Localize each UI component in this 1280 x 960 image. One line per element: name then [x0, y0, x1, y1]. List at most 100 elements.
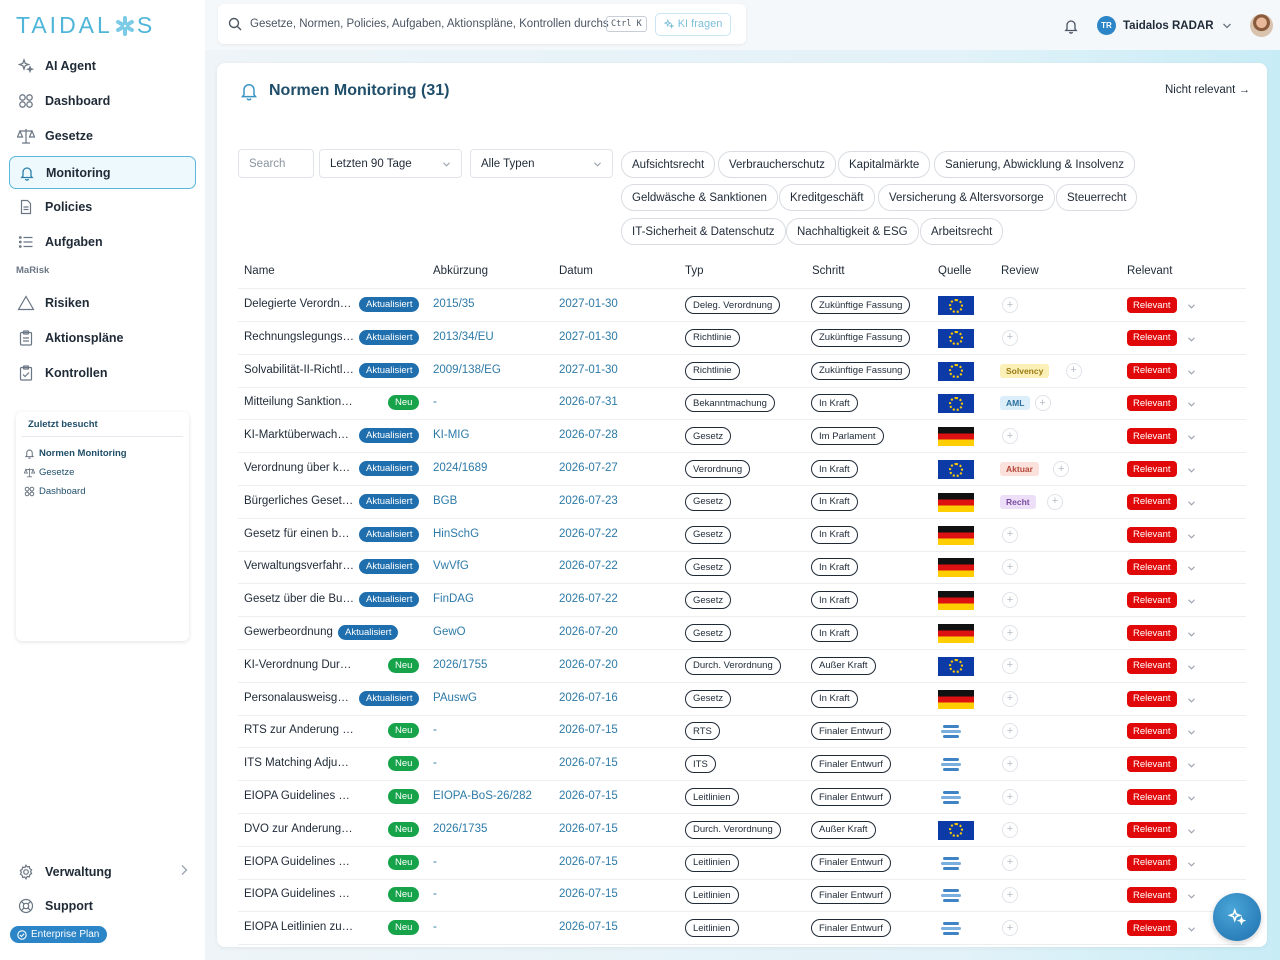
row-name[interactable]: Verwaltungsverfahrensgesetz — [244, 560, 354, 573]
topic-chip[interactable]: Geldwäsche & Sanktionen — [621, 184, 778, 211]
row-name[interactable]: EIOPA Leitlinien zur Gruppensolvabilität — [244, 921, 354, 934]
add-review-button[interactable]: + — [1034, 395, 1051, 412]
relevant-badge[interactable]: Relevant — [1127, 821, 1177, 838]
chevron-down-icon[interactable] — [1187, 365, 1196, 379]
chevron-down-icon[interactable] — [1187, 463, 1196, 477]
column-header-review[interactable]: Review — [1001, 265, 1039, 277]
table-row[interactable]: Verwaltungsverfahrensgesetz Aktualisiert V… — [217, 551, 1267, 585]
table-row[interactable]: Mitteilung Sanktionsliste Neu- 2026-07-31 B… — [217, 387, 1267, 421]
row-abbreviation[interactable]: HinSchG — [433, 527, 480, 540]
table-search-input[interactable]: Search — [238, 149, 314, 178]
add-review-button[interactable]: + — [1002, 329, 1018, 346]
row-name[interactable]: Gesetz für einen besseren Schutz — [244, 527, 354, 540]
user-initials-badge[interactable]: TR — [1097, 16, 1116, 35]
relevant-badge[interactable]: Relevant — [1127, 461, 1177, 477]
sidebar-item-monitoring[interactable]: Monitoring — [9, 156, 196, 189]
chevron-down-icon[interactable] — [1187, 397, 1196, 411]
relevant-badge[interactable]: Relevant — [1127, 789, 1177, 805]
row-name[interactable]: EIOPA Guidelines on Liquidity — [244, 790, 354, 802]
row-name[interactable]: RTS zur Änderung der Risikomarge — [244, 724, 354, 737]
recent-item-normen-monitoring[interactable]: Normen Monitoring — [16, 444, 189, 463]
relevant-badge[interactable]: Relevant — [1127, 854, 1177, 871]
add-review-button[interactable]: + — [1002, 592, 1018, 609]
user-name[interactable]: Taidalos RADAR — [1123, 19, 1214, 32]
topic-chip[interactable]: Verbraucherschutz — [718, 151, 836, 178]
table-row[interactable]: Solvabilität-II-Richtlinie Aktualisiert 20… — [217, 355, 1267, 388]
row-name[interactable]: ITS Matching Adjustment — [244, 757, 354, 770]
row-abbreviation[interactable]: 2026/1735 — [433, 822, 488, 835]
topic-chip[interactable]: Sanierung, Abwicklung & Insolvenz — [934, 151, 1135, 178]
table-row[interactable]: ITS Matching Adjustment Neu- 2026-07-15 ITS… — [217, 748, 1267, 782]
sidebar-item-support[interactable]: Support — [9, 889, 196, 922]
row-name[interactable]: Mitteilung Sanktionsliste — [244, 396, 354, 409]
column-header-schritt[interactable]: Schritt — [812, 265, 845, 277]
row-name[interactable]: EIOPA Guidelines on valuation — [244, 855, 354, 868]
chevron-down-icon[interactable] — [1187, 693, 1196, 707]
row-abbreviation[interactable]: 2024/1689 — [433, 462, 488, 474]
add-review-button[interactable]: + — [1002, 428, 1018, 445]
table-row[interactable]: KI-Verordnung Durchführungsverordnung Neu… — [217, 650, 1267, 683]
chevron-down-icon[interactable] — [1187, 594, 1196, 608]
add-review-button[interactable]: + — [1002, 625, 1018, 641]
topic-chip[interactable]: IT-Sicherheit & Datenschutz — [621, 218, 786, 245]
topic-chip[interactable]: Nachhaltigkeit & ESG — [786, 218, 919, 245]
topic-chip[interactable]: Arbeitsrecht — [920, 218, 1004, 245]
sidebar-item-gesetze[interactable]: Gesetze — [9, 119, 196, 152]
topic-chip[interactable]: Versicherung & Altersvorsorge — [878, 184, 1055, 211]
ki-fragen-button[interactable]: KI fragen — [654, 12, 732, 36]
add-review-button[interactable]: + — [1002, 756, 1018, 773]
global-search-input[interactable]: Gesetze, Normen, Policies, Aufgaben, Akt… — [250, 18, 609, 30]
sidebar-item-aufgaben[interactable]: Aufgaben — [9, 225, 196, 258]
chevron-down-icon[interactable] — [1187, 857, 1196, 871]
table-row[interactable]: EIOPA Guidelines on ring-fencing Neu- 2026… — [217, 879, 1267, 913]
row-abbreviation[interactable]: 2015/35 — [433, 298, 475, 310]
column-header-relevant[interactable]: Relevant — [1127, 265, 1173, 277]
chevron-down-icon[interactable] — [1187, 496, 1196, 510]
chevron-down-icon[interactable] — [1222, 22, 1232, 30]
period-select[interactable]: Letzten 90 Tage — [319, 149, 462, 178]
chevron-down-icon[interactable] — [1187, 332, 1196, 346]
taidalos-logo[interactable]: TAIDAL S — [16, 12, 155, 39]
relevant-badge[interactable]: Relevant — [1127, 559, 1177, 576]
column-header-datum[interactable]: Datum — [559, 265, 593, 277]
sidebar-item-kontrollen[interactable]: Kontrollen — [9, 356, 196, 389]
relevant-badge[interactable]: Relevant — [1127, 493, 1177, 510]
type-select[interactable]: Alle Typen — [470, 149, 613, 178]
row-name[interactable]: Verordnung über künstliche Intelligenz — [244, 462, 354, 474]
chevron-down-icon[interactable] — [1187, 922, 1196, 936]
relevant-badge[interactable]: Relevant — [1127, 657, 1177, 674]
relevant-badge[interactable]: Relevant — [1127, 428, 1177, 445]
sidebar-item-verwaltung[interactable]: Verwaltung — [9, 855, 196, 888]
add-review-button[interactable]: + — [1065, 362, 1082, 379]
ai-assistant-fab[interactable] — [1213, 893, 1261, 941]
relevant-badge[interactable]: Relevant — [1127, 723, 1177, 740]
row-abbreviation[interactable]: - — [433, 855, 437, 868]
relevant-badge[interactable]: Relevant — [1127, 526, 1177, 543]
relevant-badge[interactable]: Relevant — [1127, 756, 1177, 773]
recent-item-gesetze[interactable]: Gesetze — [16, 463, 189, 482]
row-name[interactable]: Rechnungslegungsrichtlinie — [244, 330, 354, 343]
chevron-down-icon[interactable] — [1187, 529, 1196, 543]
table-row[interactable]: DVO zur Änderung der Standardformel Neu 20… — [217, 814, 1267, 847]
table-row[interactable]: Delegierte Verordnung Aktualisiert 2015/35… — [217, 289, 1267, 322]
row-abbreviation[interactable]: GewO — [433, 626, 466, 638]
row-name[interactable]: Personalausweisgesetz — [244, 691, 354, 704]
relevant-badge[interactable]: Relevant — [1127, 625, 1177, 641]
add-review-button[interactable]: + — [1002, 920, 1018, 937]
row-abbreviation[interactable]: EIOPA-BoS-26/282 — [433, 790, 532, 802]
row-abbreviation[interactable]: - — [433, 888, 437, 901]
relevant-badge[interactable]: Relevant — [1127, 297, 1177, 313]
review-tag[interactable]: AML — [1000, 396, 1031, 411]
chevron-down-icon[interactable] — [1187, 561, 1196, 575]
relevant-badge[interactable]: Relevant — [1127, 395, 1177, 412]
row-abbreviation[interactable]: - — [433, 921, 437, 934]
row-abbreviation[interactable]: - — [433, 396, 437, 409]
row-abbreviation[interactable]: - — [433, 757, 437, 770]
sidebar-item-policies[interactable]: Policies — [9, 190, 196, 223]
table-row[interactable]: RTS zur Änderung der Risikomarge Neu- 2026… — [217, 715, 1267, 749]
row-name[interactable]: EIOPA Guidelines on ring-fencing — [244, 888, 354, 901]
add-review-button[interactable]: + — [1002, 657, 1018, 674]
row-abbreviation[interactable]: 2013/34/EU — [433, 330, 494, 343]
sidebar-item-dashboard[interactable]: Dashboard — [9, 84, 196, 117]
review-tag[interactable]: Aktuar — [1000, 462, 1039, 476]
